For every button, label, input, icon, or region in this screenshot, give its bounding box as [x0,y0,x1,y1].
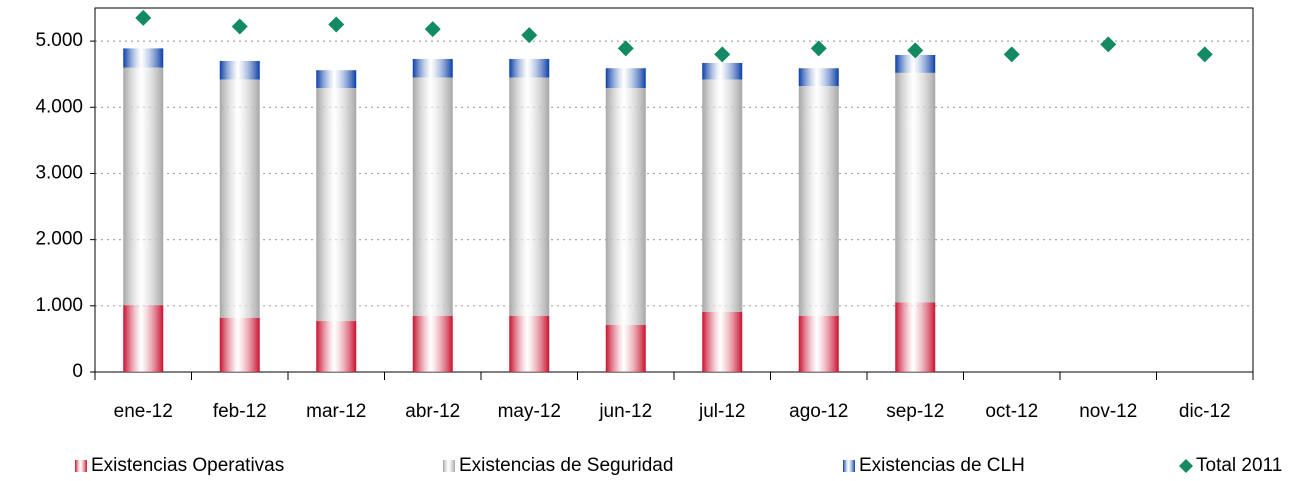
total-marker [521,27,538,44]
y-tick-label: 2.000 [35,229,83,250]
total-marker [714,46,731,63]
bar-segment [123,48,164,68]
bar-segment [123,67,164,306]
x-tick-label: abr-12 [405,401,460,422]
bar-segment [702,62,743,80]
x-tick-label: ago-12 [789,401,848,422]
total-marker [1003,46,1020,63]
bar-segment [509,58,550,78]
bar-segment [316,321,357,372]
bar-segment [895,302,936,372]
x-tick-label: jul-12 [698,401,745,422]
total-marker [424,21,441,38]
bar-segment [509,315,550,372]
x-tick-label: oct-12 [985,401,1038,422]
total-marker [1100,36,1117,53]
total-marker [907,42,924,59]
bar-segment [316,88,357,322]
x-tick-label: mar-12 [306,401,366,422]
total-marker [617,40,634,57]
x-tick-label: dic-12 [1179,401,1231,422]
y-tick-label: 4.000 [35,96,83,117]
total-marker [231,18,248,35]
x-tick-label: sep-12 [886,401,944,422]
bar-segment [219,60,260,80]
bar-segment [702,79,743,312]
total-marker [810,40,827,57]
total-marker [328,16,345,33]
bar-segment [605,68,646,89]
y-tick-label: 1.000 [35,295,83,316]
bar-segment [509,77,550,316]
bar-segment [412,315,453,372]
x-tick-label: ene-12 [114,401,173,422]
y-tick-label: 5.000 [35,30,83,51]
bar-segment [605,325,646,372]
bar-segment [895,54,936,73]
bar-segment [798,68,839,87]
x-tick-label: may-12 [498,401,561,422]
bar-segment [702,311,743,372]
bar-segment [895,72,936,303]
y-tick-label: 3.000 [35,162,83,183]
x-tick-label: nov-12 [1079,401,1137,422]
total-marker [135,9,152,26]
plot-border [94,7,1254,373]
y-tick-label: 0 [72,361,83,382]
legend-label: Existencias de CLH [859,455,1025,476]
legend-marker [843,460,855,472]
legend-label: Existencias Operativas [91,455,284,476]
bar-segment [412,58,453,78]
bar-segment [798,315,839,372]
total-marker [1196,46,1213,63]
legend-label: Total 2011 [1196,455,1282,476]
legend-label: Existencias de Seguridad [459,455,673,476]
x-tick-label: jun-12 [598,401,652,422]
legend-marker [75,460,87,472]
bar-segment [316,70,357,89]
bar-segment [798,86,839,316]
bar-segment [412,77,453,316]
bar-segment [219,317,260,372]
legend-marker [443,460,455,472]
legend-marker [1179,459,1193,473]
bar-segment [219,79,260,318]
bar-segment [123,305,164,372]
x-tick-label: feb-12 [213,401,267,422]
bar-segment [605,88,646,326]
